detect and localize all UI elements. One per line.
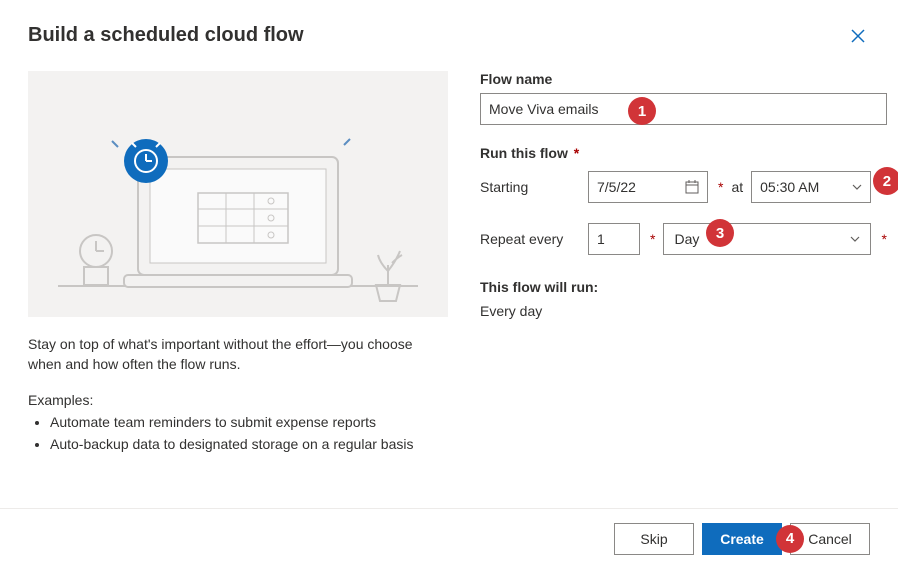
annotation-badge: 4 xyxy=(776,525,804,553)
repeat-label: Repeat every xyxy=(480,231,580,247)
annotation-badge: 3 xyxy=(706,219,734,247)
examples-list: Automate team reminders to submit expens… xyxy=(28,412,448,455)
repeat-unit-select[interactable]: Day xyxy=(663,223,871,255)
repeat-count-input[interactable]: 1 xyxy=(588,223,640,255)
flow-name-input[interactable] xyxy=(480,93,887,125)
skip-button[interactable]: Skip xyxy=(614,523,694,555)
create-button[interactable]: Create xyxy=(702,523,782,555)
flow-name-label: Flow name xyxy=(480,71,887,87)
annotation-badge: 1 xyxy=(628,97,656,125)
annotation-badge: 2 xyxy=(873,167,898,195)
illustration xyxy=(28,71,448,317)
dialog-title: Build a scheduled cloud flow xyxy=(28,24,304,47)
description-text: Stay on top of what's important without … xyxy=(28,335,448,374)
starting-label: Starting xyxy=(480,179,580,195)
examples-label: Examples: xyxy=(28,392,448,408)
at-label: at xyxy=(731,179,743,195)
summary-text: Every day xyxy=(480,303,887,319)
run-flow-label: Run this flow * xyxy=(480,145,887,161)
close-icon[interactable] xyxy=(846,24,870,51)
summary-label: This flow will run: xyxy=(480,279,887,295)
chevron-down-icon xyxy=(850,234,860,245)
example-item: Automate team reminders to submit expens… xyxy=(50,412,448,434)
example-item: Auto-backup data to designated storage o… xyxy=(50,434,448,456)
starting-time-select[interactable]: 05:30 AM xyxy=(751,171,871,203)
calendar-icon xyxy=(685,180,699,194)
starting-date-input[interactable]: 7/5/22 xyxy=(588,171,708,203)
chevron-down-icon xyxy=(852,182,862,193)
